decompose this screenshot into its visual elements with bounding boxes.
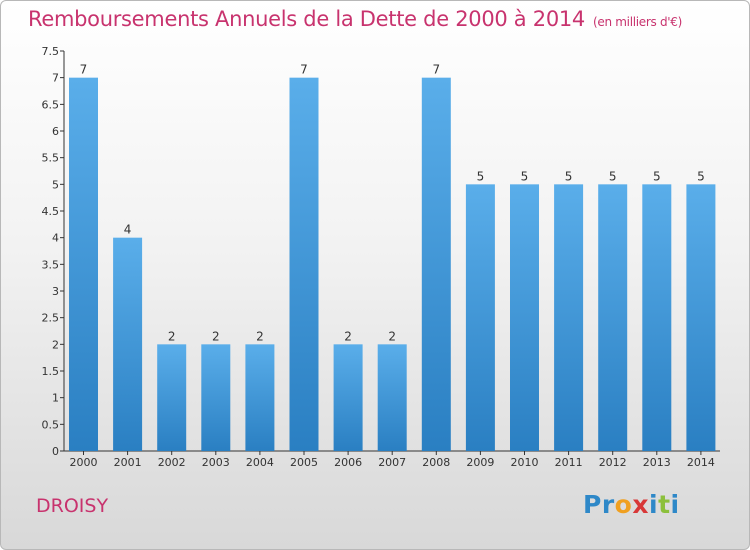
bar-value-label: 2 bbox=[256, 329, 264, 343]
y-tick-label: 0.5 bbox=[42, 418, 60, 431]
bar-value-label: 5 bbox=[521, 169, 529, 183]
y-axis: 0 0.5 1 1.5 2 2.5 3 3.5 4 4.5 5 5.5 6 6.5 7 7.5 bbox=[42, 45, 720, 458]
y-tick-label: 4 bbox=[52, 232, 59, 245]
bar-value-label: 2 bbox=[212, 329, 220, 343]
logo-letter: i bbox=[649, 490, 659, 519]
chart-title: Remboursements Annuels de la Dette de 20… bbox=[28, 7, 682, 31]
proxiti-logo: Proxiti bbox=[583, 490, 680, 519]
bar-value-label: 2 bbox=[344, 329, 352, 343]
bar-value-label: 4 bbox=[124, 223, 132, 237]
bar bbox=[157, 344, 187, 451]
logo-letter: i bbox=[670, 490, 680, 519]
chart-subtitle: (en milliers d'€) bbox=[593, 15, 683, 29]
y-tick-label: 4.5 bbox=[42, 205, 60, 218]
bar bbox=[642, 184, 672, 452]
bar bbox=[333, 344, 363, 451]
x-tick-label: 2003 bbox=[202, 456, 230, 469]
y-tick-label: 6.5 bbox=[42, 98, 60, 111]
x-tick-label: 2010 bbox=[511, 456, 539, 469]
x-axis: 2000 2001 2002 2003 2004 2005 2006 2007 2008 2009… bbox=[70, 451, 715, 469]
bar-value-label: 5 bbox=[477, 169, 485, 183]
bar bbox=[69, 77, 98, 452]
y-tick-label: 2.5 bbox=[42, 312, 60, 325]
bar-value-label: 5 bbox=[697, 169, 705, 183]
bar-value-label: 5 bbox=[609, 169, 617, 183]
bar bbox=[686, 184, 716, 452]
bar bbox=[245, 344, 275, 451]
y-tick-label: 7.5 bbox=[42, 45, 60, 58]
bar bbox=[201, 344, 231, 451]
bar bbox=[465, 184, 495, 452]
y-tick-label: 1.5 bbox=[42, 365, 60, 378]
bar-value-label: 7 bbox=[80, 63, 88, 77]
logo-letter: x bbox=[632, 490, 649, 519]
y-tick-label: 0 bbox=[52, 445, 59, 458]
logo-letter: P bbox=[583, 490, 602, 519]
x-tick-label: 2013 bbox=[643, 456, 671, 469]
bar-value-label: 2 bbox=[388, 329, 396, 343]
y-tick-label: 3.5 bbox=[42, 258, 60, 271]
y-tick-label: 5 bbox=[52, 178, 59, 191]
x-tick-label: 2008 bbox=[422, 456, 450, 469]
x-tick-label: 2006 bbox=[334, 456, 362, 469]
bar bbox=[554, 184, 584, 452]
x-tick-label: 2002 bbox=[158, 456, 186, 469]
y-tick-label: 7 bbox=[52, 72, 59, 85]
bar bbox=[377, 344, 407, 451]
chart-title-text: Remboursements Annuels de la Dette de 20… bbox=[28, 7, 585, 31]
bars: 7 4 2 2 2 7 2 2 7 5 5 5 5 5 5 bbox=[69, 63, 716, 452]
x-tick-label: 2001 bbox=[114, 456, 142, 469]
bar-value-label: 7 bbox=[300, 63, 308, 77]
bar-value-label: 2 bbox=[168, 329, 176, 343]
bar bbox=[421, 77, 451, 452]
bar bbox=[598, 184, 628, 452]
x-tick-label: 2012 bbox=[599, 456, 627, 469]
x-tick-label: 2011 bbox=[555, 456, 583, 469]
bar-value-label: 7 bbox=[432, 63, 440, 77]
bar-value-label: 5 bbox=[653, 169, 661, 183]
y-tick-label: 6 bbox=[52, 125, 59, 138]
y-tick-label: 1 bbox=[52, 392, 59, 405]
y-tick-label: 3 bbox=[52, 285, 59, 298]
logo-letter: t bbox=[658, 490, 671, 519]
x-tick-label: 2007 bbox=[378, 456, 406, 469]
x-tick-label: 2005 bbox=[290, 456, 318, 469]
bar bbox=[510, 184, 539, 452]
logo-letter: o bbox=[614, 490, 633, 519]
x-tick-label: 2009 bbox=[466, 456, 494, 469]
x-tick-label: 2000 bbox=[70, 456, 98, 469]
place-name: DROISY bbox=[36, 495, 109, 517]
bar-value-label: 5 bbox=[565, 169, 573, 183]
y-tick-label: 2 bbox=[52, 338, 59, 351]
x-tick-label: 2004 bbox=[246, 456, 274, 469]
y-tick-label: 5.5 bbox=[42, 152, 60, 165]
bar bbox=[113, 237, 143, 451]
logo-letter: r bbox=[601, 490, 615, 519]
x-tick-label: 2014 bbox=[687, 456, 715, 469]
bar bbox=[289, 77, 319, 452]
